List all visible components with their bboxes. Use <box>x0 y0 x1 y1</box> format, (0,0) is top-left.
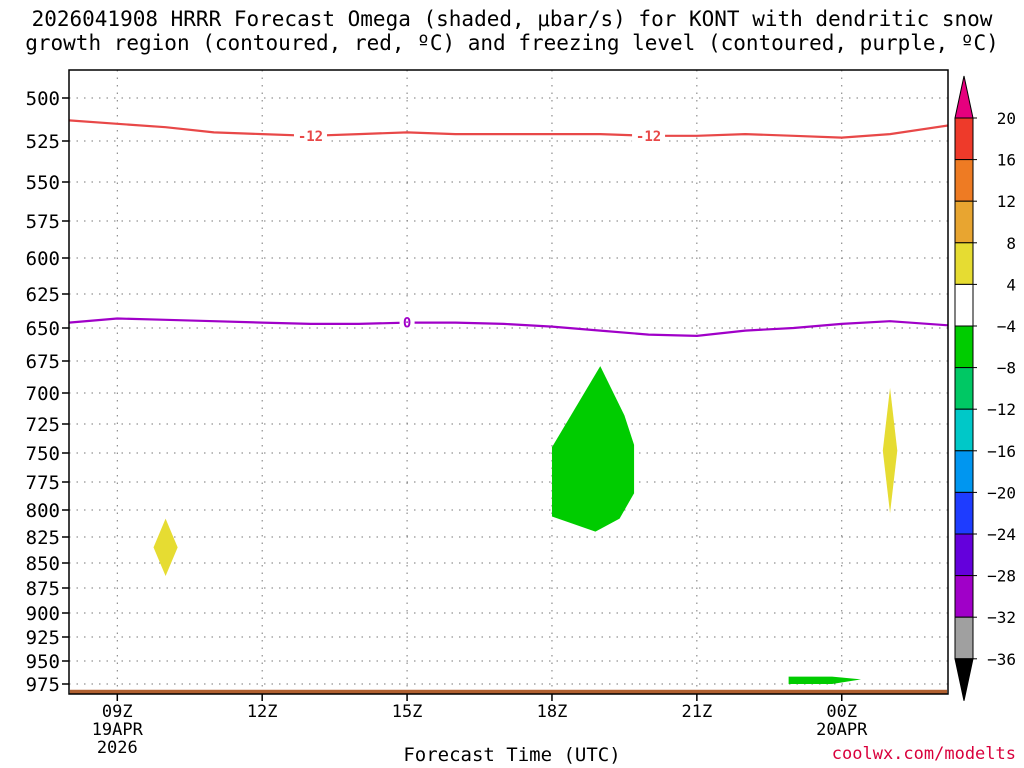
colorbar-segment <box>954 533 974 577</box>
y-tick-label: 950 <box>26 651 60 673</box>
x-tick-label: 18Z <box>537 702 568 722</box>
x-tick-year: 2026 <box>97 738 138 758</box>
terrain-strip <box>70 689 947 694</box>
y-tick-label: 650 <box>26 318 60 340</box>
plot-frame <box>68 69 949 695</box>
colorbar-segment <box>954 159 974 202</box>
y-tick-label: 750 <box>26 443 60 465</box>
colorbar-segment <box>954 367 974 410</box>
colorbar-label: 12 <box>997 192 1016 211</box>
freezing-level-0C-line <box>68 317 949 337</box>
freezing-level-0C-label-bg <box>399 314 415 331</box>
page-title: 2026041908 HRRR Forecast Omega (shaded, … <box>25 7 999 55</box>
contours: -12 -12 0 <box>68 119 949 337</box>
y-tick-label: 800 <box>26 500 60 522</box>
negative-omega-main <box>551 366 635 532</box>
y-tick-label: 900 <box>26 603 60 625</box>
dendritic-growth-minus12C-label: -12 <box>298 129 323 145</box>
colorbar-label: −4 <box>997 317 1016 336</box>
colorbar-label: −36 <box>987 650 1016 669</box>
y-tick-label: 550 <box>26 172 60 194</box>
y-tick-label: 850 <box>26 553 60 575</box>
x-tick-label: 00Z <box>826 702 857 722</box>
colorbar-label: 20 <box>997 109 1016 128</box>
colorbar-segment <box>954 117 974 161</box>
colorbar-label: −12 <box>987 400 1016 419</box>
x-tick-label: 09Z <box>102 702 133 722</box>
colorbar-segment <box>954 75 974 119</box>
colorbar-segment <box>954 450 974 493</box>
dendritic-growth-minus12C-label: -12 <box>636 129 661 145</box>
y-tick-label: 875 <box>26 578 60 600</box>
y-tick-label: 700 <box>26 383 60 405</box>
x-tick-date: 19APR <box>92 720 144 740</box>
colorbar-segment <box>954 575 974 618</box>
site-credit: coolwx.com/modelts <box>831 744 1016 764</box>
colorbar-segment <box>954 658 974 701</box>
colorbar-label: −16 <box>987 442 1016 461</box>
x-tick-label: 12Z <box>247 702 278 722</box>
terrain <box>70 689 947 694</box>
y-tick-label: 975 <box>26 674 60 696</box>
colorbar-segment <box>954 491 974 535</box>
colorbar-segment <box>954 408 974 452</box>
y-tick-label: 500 <box>26 88 60 110</box>
y-tick-label: 625 <box>26 284 60 306</box>
grid <box>69 70 948 694</box>
y-tick-label: 675 <box>26 351 60 373</box>
colorbar-label: −20 <box>987 483 1016 502</box>
dendritic-growth-minus12C-label-bg <box>632 127 666 144</box>
x-tick-date: 20APR <box>816 720 868 740</box>
colorbar-segment <box>954 325 974 369</box>
y-axis: 500 525 550 575 600 625 650 675 700 725 750 775 800 8… <box>26 88 69 696</box>
y-tick-label: 725 <box>26 414 60 436</box>
y-tick-label: 775 <box>26 472 60 494</box>
y-tick-label: 825 <box>26 527 60 549</box>
y-tick-label: 600 <box>26 248 60 270</box>
shaded-regions <box>153 366 898 684</box>
negative-omega-low <box>788 676 862 684</box>
y-tick-label: 525 <box>26 131 60 153</box>
positive-omega-right <box>882 387 898 514</box>
colorbar-segment <box>954 283 974 327</box>
x-tick-label: 15Z <box>392 702 423 722</box>
y-tick-label: 925 <box>26 627 60 649</box>
x-tick-label: 21Z <box>681 702 712 722</box>
freezing-level-0C-label: 0 <box>403 316 411 332</box>
colorbar-label: −28 <box>987 567 1016 586</box>
colorbar-label: 16 <box>997 151 1016 170</box>
colorbar-label: −24 <box>987 525 1016 544</box>
dendritic-growth-minus12C-label-bg <box>293 127 327 144</box>
y-tick-label: 575 <box>26 211 60 233</box>
x-axis-label: Forecast Time (UTC) <box>403 744 621 766</box>
colorbar: 20 16 12 8 4 −4 −8 −12 −16 −20 −24 −28 −32 −36 <box>954 75 1016 701</box>
colorbar-label: −8 <box>997 359 1016 378</box>
dendritic-growth-minus12C-line <box>68 119 949 139</box>
colorbar-label: 8 <box>1006 234 1016 253</box>
positive-omega-left <box>153 518 178 576</box>
colorbar-label: −32 <box>987 608 1016 627</box>
colorbar-segment <box>954 616 974 660</box>
colorbar-label: 4 <box>1006 275 1016 294</box>
colorbar-segment <box>954 200 974 244</box>
colorbar-segment <box>954 242 974 285</box>
